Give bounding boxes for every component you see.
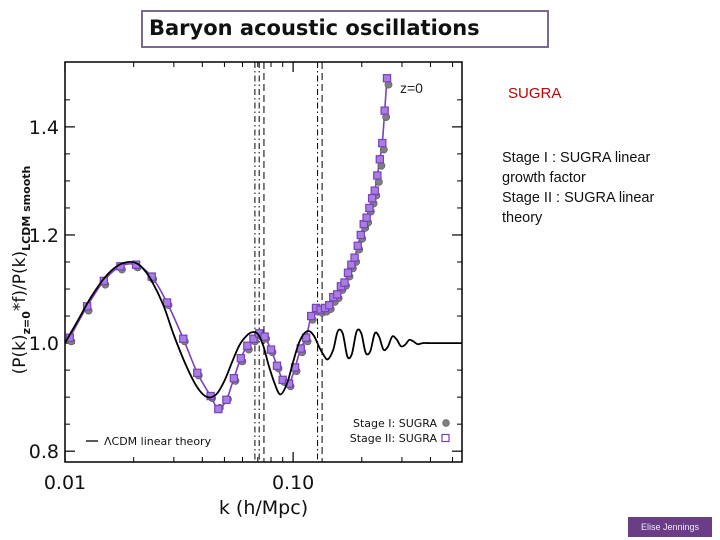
y-axis-label: (P(k)z=0*f)/P(k)LCDM smooth <box>10 166 33 375</box>
legend-lcdm-label: ΛCDM linear theory <box>104 435 212 448</box>
stage-line-1: Stage I : SUGRA linear growth factor <box>502 150 651 186</box>
slide-title: Baryon acoustic oscillations <box>149 16 480 40</box>
stage2-point <box>306 311 316 321</box>
stage2-point <box>347 260 356 269</box>
stage2-point <box>367 194 377 203</box>
x-axis-label: k (h/Mpc) <box>219 497 308 519</box>
stage2-point <box>243 341 252 350</box>
stage2-point <box>325 301 334 310</box>
lcdm-linear-theory-line <box>65 260 462 399</box>
stage2-point <box>353 241 362 250</box>
legend-stage2-label: Stage II: SUGRA <box>350 432 438 445</box>
stage2-point <box>356 230 365 240</box>
stage2-point <box>260 332 269 341</box>
stage2-point <box>373 171 382 180</box>
title-box: Baryon acoustic oscillations <box>141 10 549 48</box>
legend-stage1-marker <box>442 419 450 427</box>
stage2-point <box>222 395 231 405</box>
stage2-point <box>365 203 374 213</box>
stage2-point <box>382 74 392 83</box>
stage2-point <box>370 186 379 195</box>
stage2-point <box>332 290 342 299</box>
stage2-connecting-line <box>69 78 388 410</box>
stage2-point <box>375 155 385 164</box>
stage2-point <box>378 138 387 148</box>
stage2-point <box>380 106 389 115</box>
stage2-point <box>162 298 172 307</box>
y-tick-label: 0.8 <box>29 441 59 463</box>
legend-stage1-label: Stage I: SUGRA <box>353 417 437 430</box>
legend-stage2-marker <box>441 433 450 443</box>
stage2-point <box>193 368 202 378</box>
stage2-point <box>301 333 311 342</box>
stage2-point <box>343 268 353 278</box>
stage2-point <box>272 361 282 370</box>
stage2-point <box>179 334 188 343</box>
stage2-point <box>362 213 371 222</box>
stage-line-2: Stage II : SUGRA linear theory <box>502 190 655 226</box>
stage2-point <box>99 276 109 286</box>
stage2-point <box>229 374 239 383</box>
redshift-annotation: z=0 <box>400 80 423 96</box>
x-tick-label: 0.10 <box>272 472 314 494</box>
stage2-point <box>249 334 258 343</box>
stage2-point <box>350 253 359 262</box>
stage2-point <box>214 404 223 414</box>
credit-badge: Elise Jennings <box>628 517 712 537</box>
y-tick-label: 1.4 <box>29 117 59 139</box>
sugra-label: SUGRA <box>508 85 562 102</box>
plot-area <box>65 62 462 462</box>
stage-description: Stage I : SUGRA linear growth factor Sta… <box>502 148 692 228</box>
stage2-point <box>266 345 276 354</box>
x-tick-label: 0.01 <box>44 472 86 494</box>
stage2-point <box>340 278 349 287</box>
y-tick-label: 1.2 <box>29 225 59 247</box>
stage2-point <box>236 354 246 363</box>
y-tick-label: 1.0 <box>29 333 59 355</box>
